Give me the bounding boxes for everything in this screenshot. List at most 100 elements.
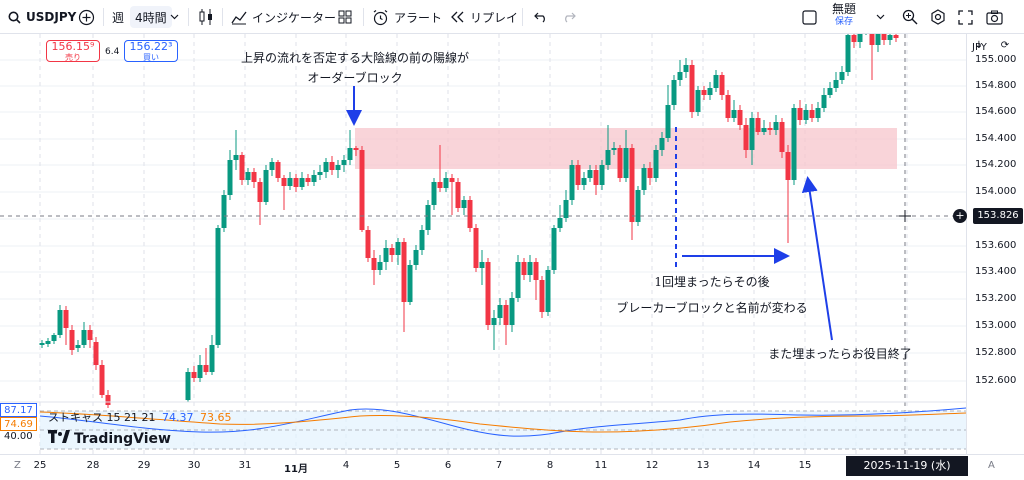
- price-chart-canvas[interactable]: [0, 34, 966, 454]
- interval-4h-button[interactable]: 4時間: [130, 6, 172, 28]
- bullish-candle: [677, 72, 683, 80]
- interval-week-button[interactable]: 週: [112, 0, 124, 34]
- price-tick-label: 154.000: [975, 186, 1017, 197]
- bullish-candle: [185, 372, 191, 400]
- bullish-candle: [413, 250, 419, 265]
- bearish-candle: [455, 182, 461, 208]
- bullish-candle: [611, 148, 617, 150]
- bearish-candle: [437, 182, 443, 188]
- undo-button[interactable]: [534, 0, 548, 34]
- time-tick-label: 4: [342, 460, 350, 471]
- bearish-candle: [881, 34, 887, 40]
- bearish-candle: [869, 34, 875, 45]
- price-tick-label: 155.000: [975, 54, 1017, 65]
- scale-invert-button[interactable]: ↓: [967, 40, 991, 51]
- buy-label: 買い: [143, 53, 159, 62]
- layouts-grid-button[interactable]: [338, 0, 352, 34]
- symbol-name: USDJPY: [26, 10, 77, 24]
- bearish-candle: [87, 330, 93, 340]
- bearish-candle: [755, 118, 761, 132]
- currency-label[interactable]: JPY: [972, 42, 987, 53]
- bearish-candle: [239, 155, 245, 180]
- bullish-candle: [263, 170, 269, 202]
- bullish-candle: [419, 230, 425, 250]
- settings-button[interactable]: [930, 0, 946, 34]
- bearish-candle: [767, 128, 773, 130]
- bullish-candle: [233, 155, 239, 160]
- bearish-candle: [575, 165, 581, 185]
- bullish-candle: [563, 200, 569, 218]
- arrow-down-icon: ↓: [974, 40, 984, 51]
- stochastic-d-line: [39, 411, 966, 433]
- quick-search-button[interactable]: [902, 0, 918, 34]
- bullish-candle: [377, 262, 383, 270]
- bullish-candle: [509, 298, 515, 325]
- time-tick-label: 31: [238, 460, 252, 471]
- layout-dropdown[interactable]: [876, 0, 885, 34]
- compare-symbol-button[interactable]: [78, 0, 95, 34]
- bearish-candle: [389, 248, 395, 255]
- time-tick-label: 13: [696, 460, 710, 471]
- fullscreen-button[interactable]: [958, 0, 973, 34]
- bearish-candle: [353, 148, 359, 150]
- bearish-candle: [725, 95, 731, 118]
- time-tick-label: 14: [747, 460, 761, 471]
- crosshair-add-button[interactable]: +: [953, 209, 967, 223]
- breaker-block-annotation: 1回埋まったらその後 ブレーカーブロックと名前が変わる: [608, 272, 816, 318]
- bullish-candle: [605, 150, 611, 165]
- symbol-search[interactable]: USDJPY: [8, 0, 76, 34]
- alert-button[interactable]: アラート: [372, 0, 442, 34]
- bullish-candle: [833, 80, 839, 88]
- oscillator-k-scale-label: 87.17: [0, 403, 37, 417]
- redo-arrow-icon: [562, 11, 576, 23]
- bearish-candle: [105, 395, 111, 405]
- tradingview-logo[interactable]: TradingView: [48, 430, 171, 447]
- sell-price-button[interactable]: 156.15⁹ 売り: [46, 40, 100, 62]
- time-tick-label: 25: [33, 460, 47, 471]
- bearish-candle: [521, 262, 527, 275]
- scale-settings-button[interactable]: ⟳: [993, 40, 1017, 51]
- bearish-candle: [629, 148, 635, 222]
- bullish-candle: [287, 178, 293, 186]
- refresh-icon: ⟳: [1000, 40, 1010, 51]
- bearish-candle: [257, 182, 263, 202]
- auto-scale-right-button[interactable]: A: [988, 460, 995, 471]
- bullish-candle: [545, 270, 551, 312]
- buy-price-button[interactable]: 156.22³ 買い: [124, 40, 178, 62]
- bullish-candle: [443, 178, 449, 188]
- layout-name-save[interactable]: 無題 保存: [832, 3, 856, 29]
- crosshair-price-badge: 153.826: [973, 208, 1023, 224]
- bullish-candle: [39, 343, 45, 345]
- bearish-candle: [467, 200, 473, 228]
- snapshot-button[interactable]: [986, 0, 1003, 34]
- main-chart-pane[interactable]: [0, 34, 966, 454]
- replay-button[interactable]: リプレイ: [450, 0, 518, 34]
- redo-button[interactable]: [562, 0, 576, 34]
- indicators-button[interactable]: インジケーター: [231, 0, 336, 34]
- bullish-candle: [245, 172, 251, 180]
- bearish-candle: [275, 162, 281, 178]
- grid-icon: [338, 10, 352, 24]
- bearish-candle: [203, 365, 209, 372]
- bullish-candle: [407, 265, 413, 302]
- bullish-candle: [45, 341, 51, 344]
- time-tick-label: 12: [645, 460, 659, 471]
- auto-scale-left-button[interactable]: Z: [14, 460, 21, 471]
- bullish-candle: [839, 72, 845, 80]
- price-tick-label: 154.400: [975, 133, 1017, 144]
- price-axis[interactable]: ↓ ⟳: [966, 34, 1024, 454]
- bullish-candle: [515, 262, 521, 298]
- tradingview-logo-text: TradingView: [74, 430, 171, 447]
- price-tick-label: 154.800: [975, 80, 1017, 91]
- bullish-candle: [227, 160, 233, 195]
- interval-dropdown[interactable]: [170, 0, 179, 34]
- bearish-candle: [785, 152, 791, 180]
- fullscreen-toggle-button[interactable]: [802, 0, 817, 34]
- oscillator-level-label: 40.00: [4, 431, 33, 442]
- bearish-candle: [797, 108, 803, 120]
- bearish-candle: [99, 365, 105, 395]
- bullish-candle: [773, 122, 779, 130]
- chart-type-button[interactable]: [198, 0, 214, 34]
- stochastic-legend[interactable]: ストキャス 15 21 21 74.37 73.65: [48, 409, 231, 425]
- bearish-candle: [329, 162, 335, 170]
